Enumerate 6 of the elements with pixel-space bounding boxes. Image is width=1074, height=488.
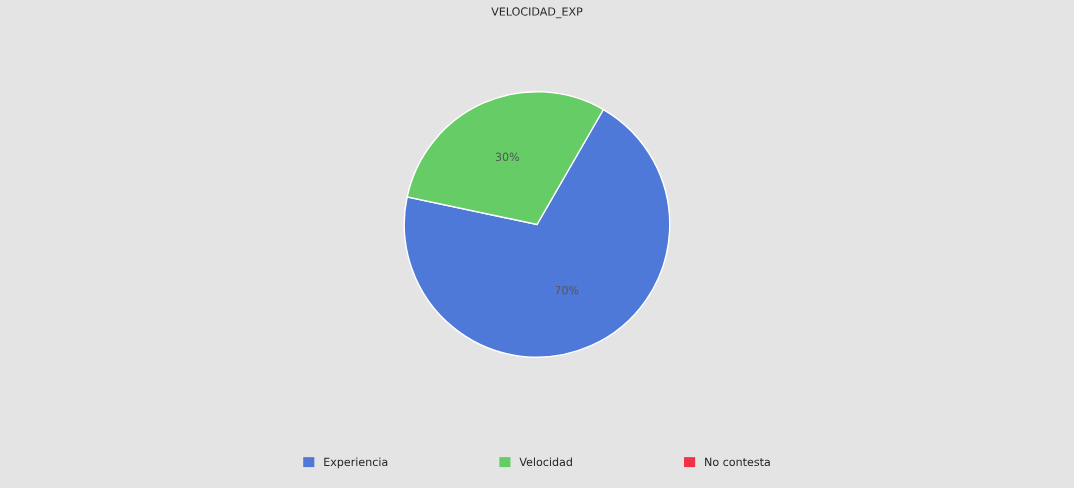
legend-label: Experiencia — [324, 457, 388, 469]
legend-label: No contesta — [705, 457, 770, 467]
data-label: 30% — [495, 152, 520, 162]
data-label: 70% — [555, 285, 579, 295]
chart-title: VELOCIDAD_EXP — [491, 7, 583, 19]
legend-label: Velocidad — [519, 457, 572, 467]
